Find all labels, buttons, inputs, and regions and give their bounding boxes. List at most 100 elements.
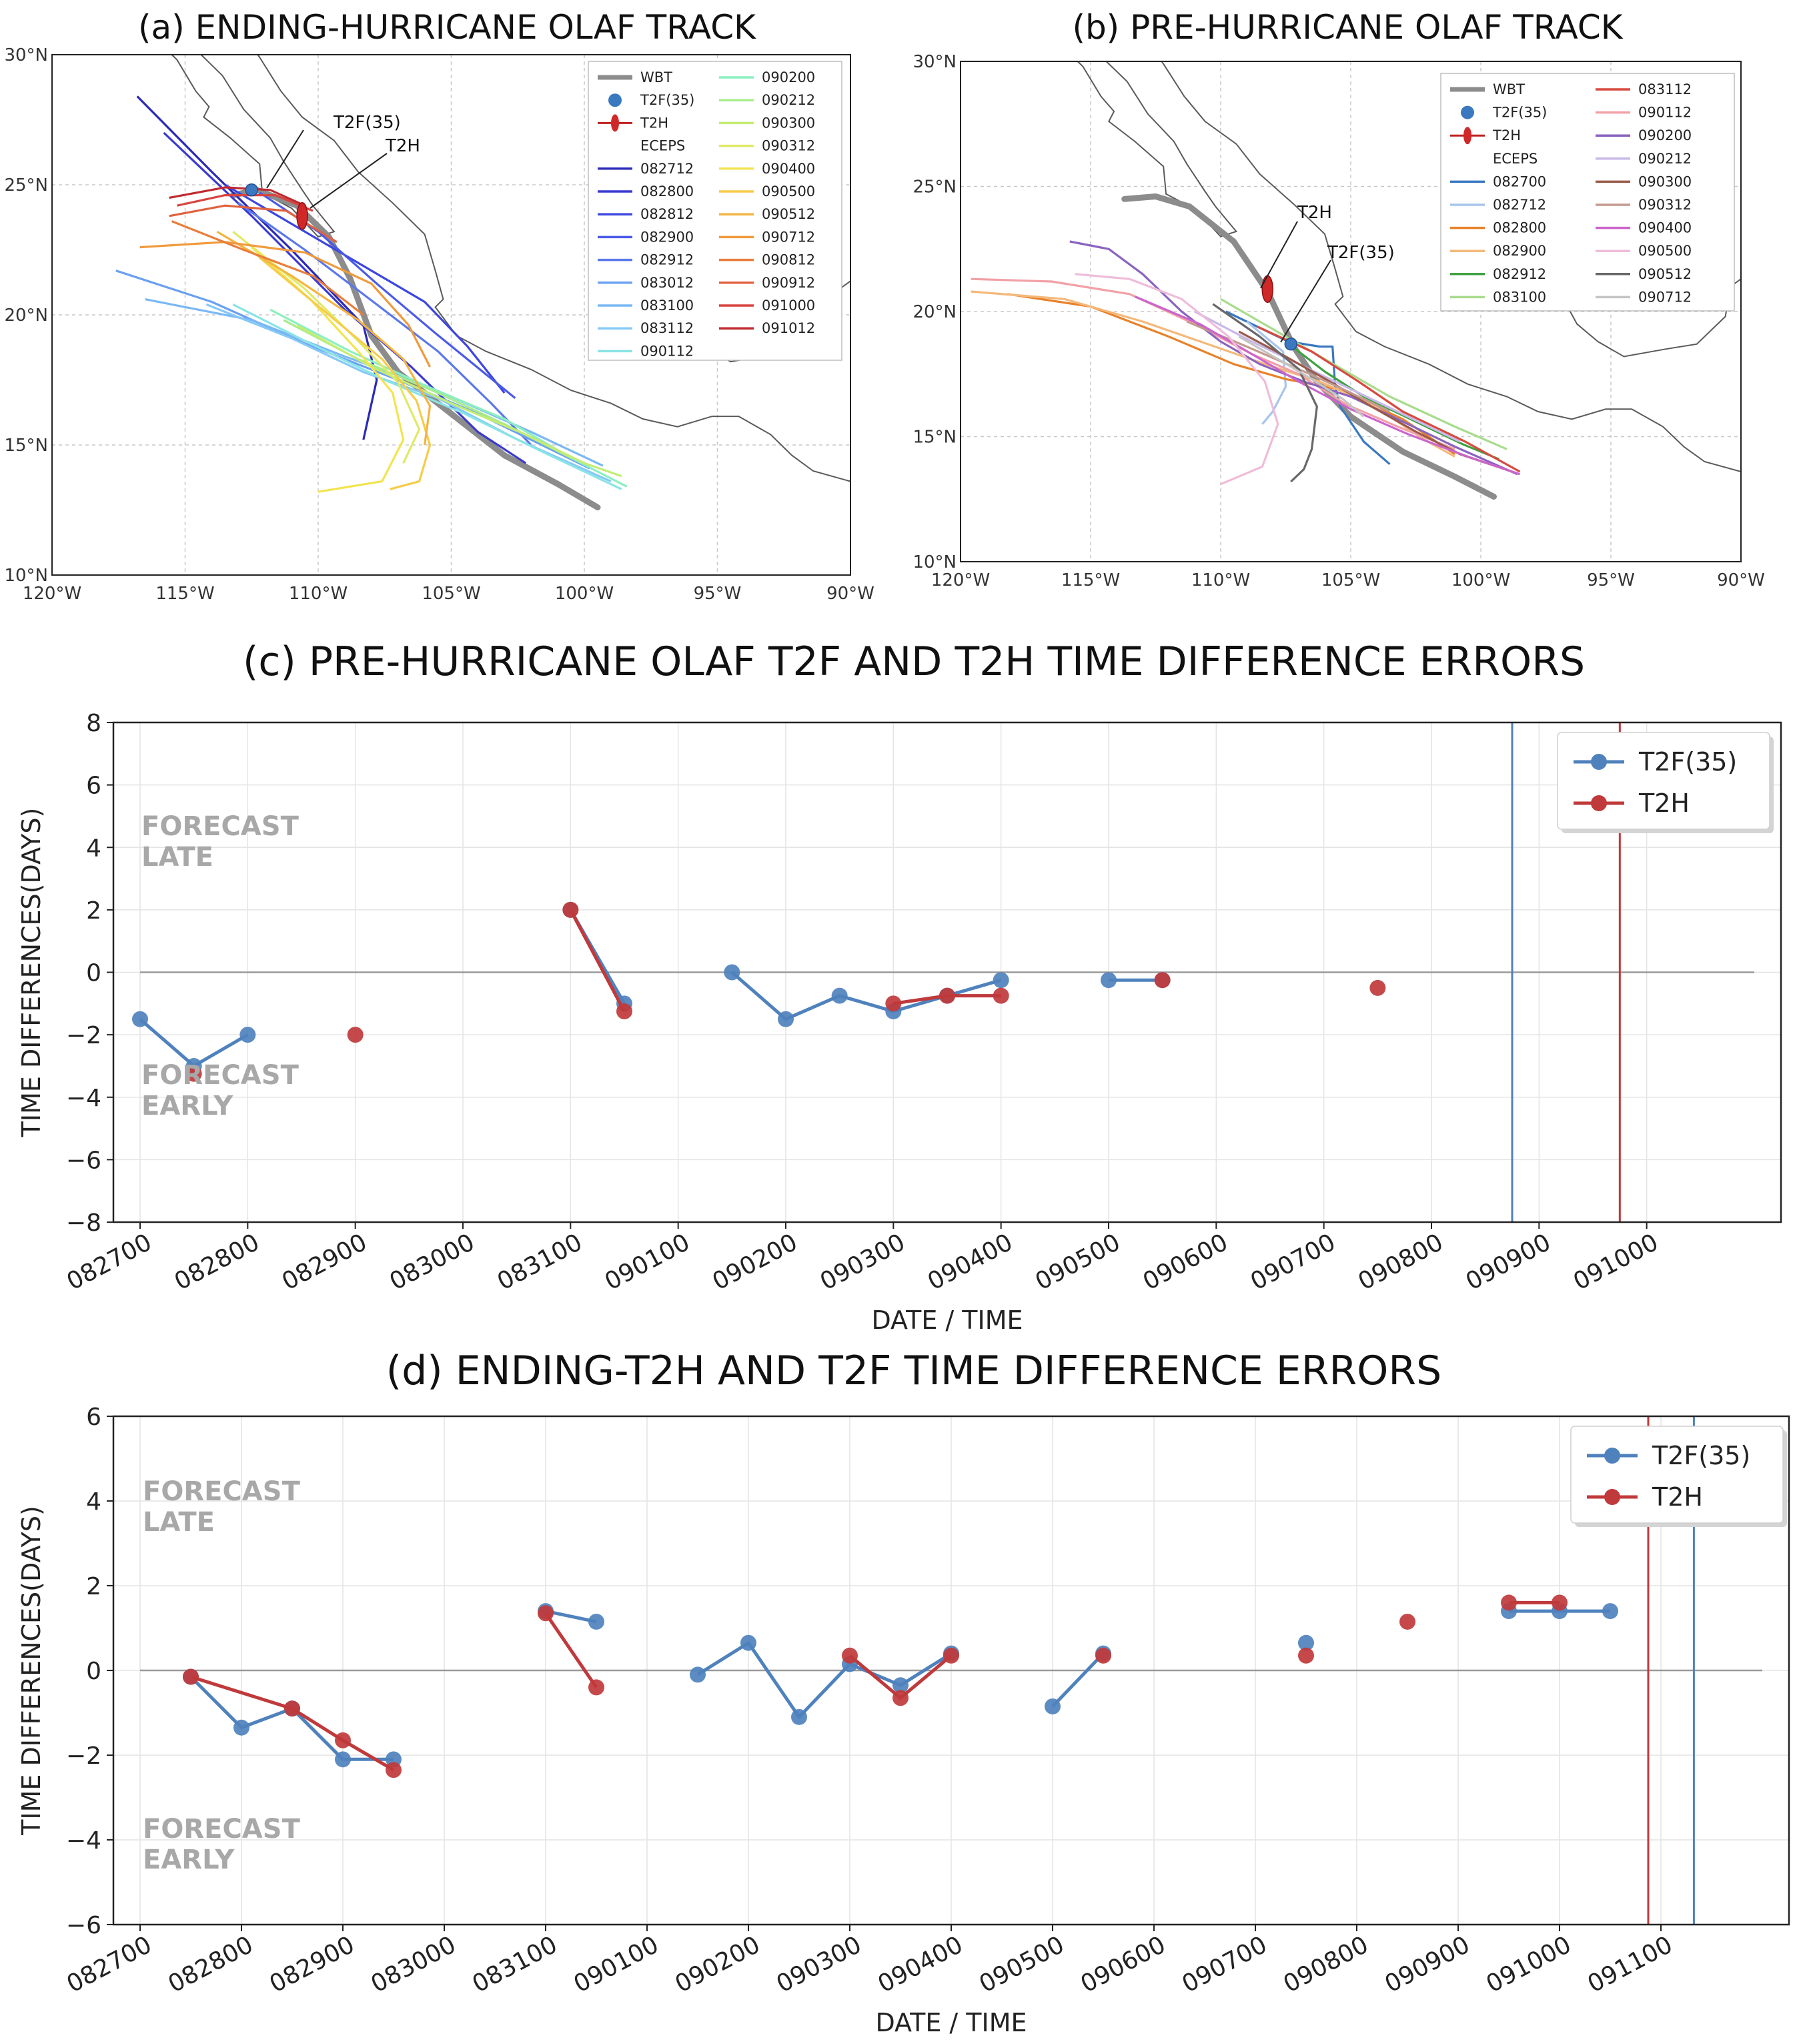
ensemble-track-082912 <box>237 201 532 446</box>
data-point-t2h <box>939 987 955 1004</box>
series-line-t2f <box>1051 1652 1105 1708</box>
tick-label-lon: 110°W <box>289 584 348 604</box>
legend-label: 090912 <box>762 275 815 291</box>
data-point-t2h <box>347 1027 364 1043</box>
data-point-t2f <box>1101 972 1117 989</box>
y-tick-label: −6 <box>66 1912 101 1939</box>
annotation-forecast-late: FORECAST <box>143 1476 301 1507</box>
legend-label: 090512 <box>1638 266 1692 282</box>
map-legend <box>1440 73 1735 312</box>
data-point-t2f <box>993 972 1009 989</box>
annotation-forecast-early-2: EARLY <box>141 1091 233 1121</box>
legend-label: T2F(35) <box>640 92 694 108</box>
legend-label-t2h: T2H <box>1652 1482 1703 1512</box>
series-line-t2f <box>730 971 1002 1021</box>
annotation-arrow <box>1260 221 1298 289</box>
y-tick-label: 6 <box>86 773 101 800</box>
series-line-t2h <box>190 1675 395 1772</box>
legend-label: 090712 <box>762 229 815 245</box>
legend-label: ECEPS <box>1493 151 1538 167</box>
legend-label-t2h: T2H <box>1638 789 1690 818</box>
data-point-t2h <box>538 1605 554 1622</box>
tick-label-lat: 20°N <box>4 306 48 326</box>
legend-label: T2H <box>640 115 668 131</box>
data-point-t2h <box>386 1762 402 1778</box>
legend-label: 090112 <box>1638 105 1692 121</box>
annotation-forecast-early: FORECAST <box>141 1060 299 1091</box>
data-point-t2h <box>1298 1647 1314 1664</box>
tick-label-lon: 120°W <box>931 570 990 590</box>
legend-swatch <box>608 93 622 107</box>
legend-label: 090300 <box>1638 173 1692 189</box>
data-point-t2h <box>1095 1647 1111 1664</box>
data-point-t2h <box>1552 1594 1568 1611</box>
plot-frame <box>112 1415 1790 1926</box>
label-t2f: T2F(35) <box>333 113 401 133</box>
title-d: (d) ENDING-T2H AND T2F TIME DIFFERENCE E… <box>386 1348 1441 1394</box>
data-point-t2h <box>1154 972 1171 989</box>
tick-label-lon: 90°W <box>1717 570 1765 590</box>
data-point-t2h <box>1369 979 1386 996</box>
ensemble-track-090712 <box>139 241 432 368</box>
data-point-t2f <box>690 1666 706 1683</box>
map-frame <box>51 54 851 576</box>
y-axis-label: TIME DIFFERENCES(DAYS) <box>17 808 46 1138</box>
tick-label-lat: 15°N <box>4 436 48 456</box>
legend-label: 090300 <box>762 115 815 131</box>
legend-label: 082900 <box>1493 243 1546 259</box>
legend-swatch <box>1461 105 1474 119</box>
legend-label: 082912 <box>1493 266 1546 282</box>
annotation-forecast-early: FORECAST <box>143 1814 301 1845</box>
legend-label: 090312 <box>1638 197 1692 213</box>
tick-label-lon: 115°W <box>155 584 214 604</box>
tick-label-lat: 25°N <box>4 175 48 195</box>
series-line-t2h <box>544 1612 598 1688</box>
annotation-forecast-late: FORECAST <box>141 811 299 842</box>
ensemble-track-090500 <box>1075 273 1279 486</box>
t2h-marker <box>1261 275 1273 303</box>
annotation-forecast-late-2: LATE <box>143 1507 215 1538</box>
ensemble-track-090200 <box>1069 240 1518 476</box>
ensemble-track-090312 <box>232 230 421 464</box>
y-tick-label: 4 <box>86 1488 101 1516</box>
legend-label-t2f: T2F(35) <box>1652 1441 1750 1470</box>
ensemble-track-090512 <box>216 230 432 446</box>
legend-label: 082812 <box>640 206 694 222</box>
annotation-forecast-late-2: LATE <box>141 842 213 873</box>
t2f-marker <box>245 183 258 197</box>
y-tick-label: 0 <box>86 1658 101 1685</box>
title-c: (c) PRE-HURRICANE OLAF T2F AND T2H TIME … <box>243 638 1585 685</box>
legend-label: 082912 <box>640 252 694 268</box>
y-tick-label: −4 <box>66 1827 101 1855</box>
ensemble-track-090512 <box>1212 303 1318 483</box>
data-point-t2f <box>239 1027 256 1043</box>
data-point-t2f <box>1602 1603 1618 1620</box>
series-line-t2f <box>696 1641 953 1719</box>
legend-label: WBT <box>640 69 672 85</box>
coastline <box>171 55 850 482</box>
data-point-t2f <box>831 987 848 1004</box>
ensemble-track-090912 <box>169 204 338 243</box>
data-point-t2h <box>892 1690 909 1706</box>
ensemble-track-082912 <box>1285 340 1499 460</box>
title-b: (b) PRE-HURRICANE OLAF TRACK <box>1072 8 1623 47</box>
data-point-t2h <box>1399 1613 1415 1630</box>
data-point-t2f <box>791 1708 807 1725</box>
legend <box>1557 732 1770 830</box>
track-map-a: 120°W 115°W 110°W 105°W 100°W 95°W 90°W 10°N 15°… <box>4 45 874 604</box>
tick-label-lon: 100°W <box>555 584 614 604</box>
annotation-arrow <box>1280 260 1331 343</box>
series-line-t2f <box>545 1609 597 1624</box>
best-track-line <box>229 187 601 511</box>
data-point-t2f <box>132 1011 148 1027</box>
data-point-t2h <box>943 1647 959 1664</box>
t2h-marker <box>296 202 308 230</box>
y-tick-label: 8 <box>86 710 101 737</box>
legend-marker-t2h <box>1591 795 1607 811</box>
legend-label: 082700 <box>1493 173 1546 189</box>
tick-label-lat: 15°N <box>913 428 957 448</box>
tick-label-lon: 115°W <box>1061 570 1120 590</box>
ensemble-track-090712 <box>1238 336 1365 418</box>
ensemble-track-083100 <box>1220 298 1508 450</box>
